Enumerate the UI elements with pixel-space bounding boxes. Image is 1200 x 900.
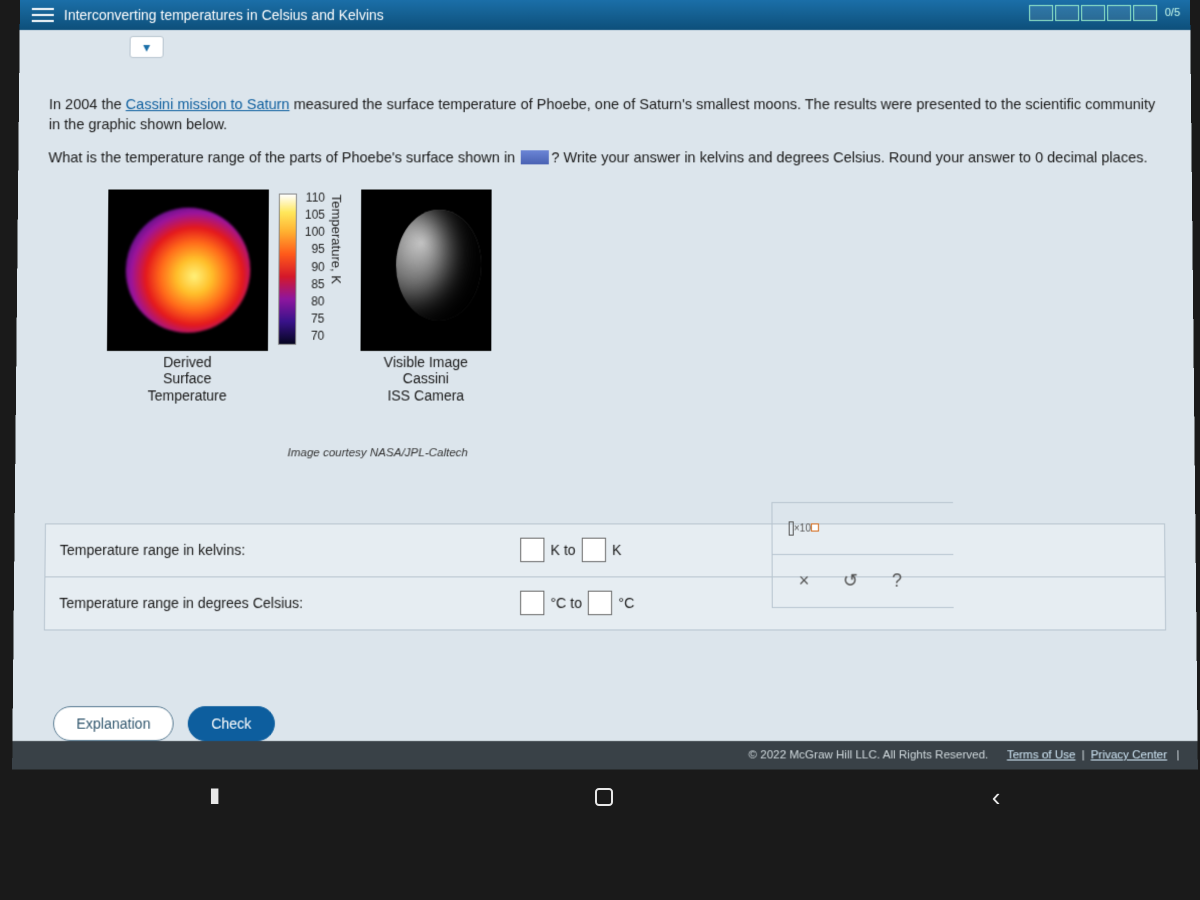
- caption-right: Visible Image Cassini ISS Camera: [360, 354, 491, 405]
- copyright-text: © 2022 McGraw Hill LLC. All Rights Reser…: [748, 749, 988, 761]
- text: Surface: [163, 371, 212, 387]
- celsius-label: Temperature range in degrees Celsius:: [45, 595, 520, 611]
- close-icon: ×: [799, 570, 810, 591]
- clear-button[interactable]: ×: [789, 568, 819, 595]
- separator: |: [1082, 749, 1085, 761]
- tool-palette: ×10 × ↺ ?: [771, 502, 953, 608]
- reset-button[interactable]: ↺: [835, 568, 865, 595]
- decimal-places: 0: [1035, 150, 1043, 166]
- unit-text: K to: [550, 542, 575, 558]
- unit-text: °C to: [550, 595, 582, 611]
- score-text: 0/5: [1165, 7, 1180, 19]
- tick: 85: [300, 276, 324, 293]
- reset-icon: ↺: [843, 570, 858, 591]
- help-button[interactable]: ?: [882, 568, 912, 595]
- tick: 75: [300, 311, 324, 328]
- text: ? Write your answer in kelvins and degre…: [551, 150, 1035, 166]
- pager-box[interactable]: [1055, 5, 1079, 21]
- android-nav-bar: III ‹: [20, 774, 1190, 820]
- question-paragraph: What is the temperature range of the par…: [48, 149, 1161, 169]
- progress-pager: 0/5: [1029, 5, 1180, 21]
- back-button[interactable]: ‹: [992, 782, 1001, 813]
- terms-link[interactable]: Terms of Use: [1007, 749, 1076, 761]
- tick: 90: [301, 259, 325, 276]
- cassini-link[interactable]: Cassini mission to Saturn: [126, 97, 290, 113]
- help-icon: ?: [892, 570, 902, 591]
- kelvin-from-input[interactable]: [520, 538, 544, 562]
- page-title: Interconverting temperatures in Celsius …: [64, 7, 384, 23]
- text: What is the temperature range of the par…: [48, 150, 519, 166]
- tick: 95: [301, 241, 325, 258]
- explanation-button[interactable]: Explanation: [53, 706, 174, 741]
- pager-box[interactable]: [1081, 5, 1105, 21]
- tick: 70: [300, 328, 324, 345]
- thermal-image: [107, 189, 269, 350]
- kelvin-to-input[interactable]: [582, 538, 606, 562]
- celsius-to-input[interactable]: [588, 591, 612, 615]
- text: ISS Camera: [387, 388, 464, 404]
- text: Cassini: [403, 371, 449, 387]
- tick: 110: [301, 189, 325, 206]
- footer: © 2022 McGraw Hill LLC. All Rights Reser…: [12, 741, 1198, 770]
- answer-panel: Temperature range in kelvins: K to K Tem…: [44, 523, 1166, 630]
- tick: 80: [300, 293, 324, 310]
- tick: 105: [301, 207, 325, 224]
- text: Visible Image: [384, 354, 468, 370]
- pager-box[interactable]: [1133, 5, 1157, 21]
- kelvin-label: Temperature range in kelvins:: [46, 542, 521, 558]
- pager-box[interactable]: [1029, 5, 1053, 21]
- pager-box[interactable]: [1107, 5, 1131, 21]
- image-credit: Image courtesy NASA/JPL-Caltech: [287, 447, 467, 459]
- home-button[interactable]: [595, 788, 613, 806]
- caption-left: Derived Surface Temperature: [107, 354, 268, 405]
- tick: 100: [301, 224, 325, 241]
- color-swatch: [521, 150, 549, 164]
- text: decimal places.: [1043, 150, 1147, 166]
- menu-icon[interactable]: [32, 8, 54, 22]
- colorbar-ticks: 110 105 100 95 90 85 80 75 70: [300, 189, 325, 345]
- title-bar: Interconverting temperatures in Celsius …: [20, 0, 1191, 30]
- text: Temperature: [147, 388, 226, 404]
- celsius-from-input[interactable]: [520, 591, 544, 615]
- colorbar: [278, 193, 297, 344]
- text: Derived: [163, 354, 212, 370]
- intro-paragraph: In 2004 the Cassini mission to Saturn me…: [49, 96, 1162, 135]
- phoebe-graphic: 110 105 100 95 90 85 80 75 70 Temperatur…: [106, 189, 510, 452]
- unit-text: °C: [618, 595, 634, 611]
- unit-text: K: [612, 542, 621, 558]
- sci-notation-button[interactable]: ×10: [789, 515, 819, 541]
- privacy-link[interactable]: Privacy Center: [1091, 749, 1168, 761]
- check-button[interactable]: Check: [188, 706, 275, 741]
- visible-image: [361, 189, 492, 350]
- axis-label: Temperature, K: [329, 194, 344, 284]
- chevron-down-icon[interactable]: ▾: [130, 36, 164, 58]
- recents-button[interactable]: III: [209, 784, 215, 810]
- text: In 2004 the: [49, 97, 126, 113]
